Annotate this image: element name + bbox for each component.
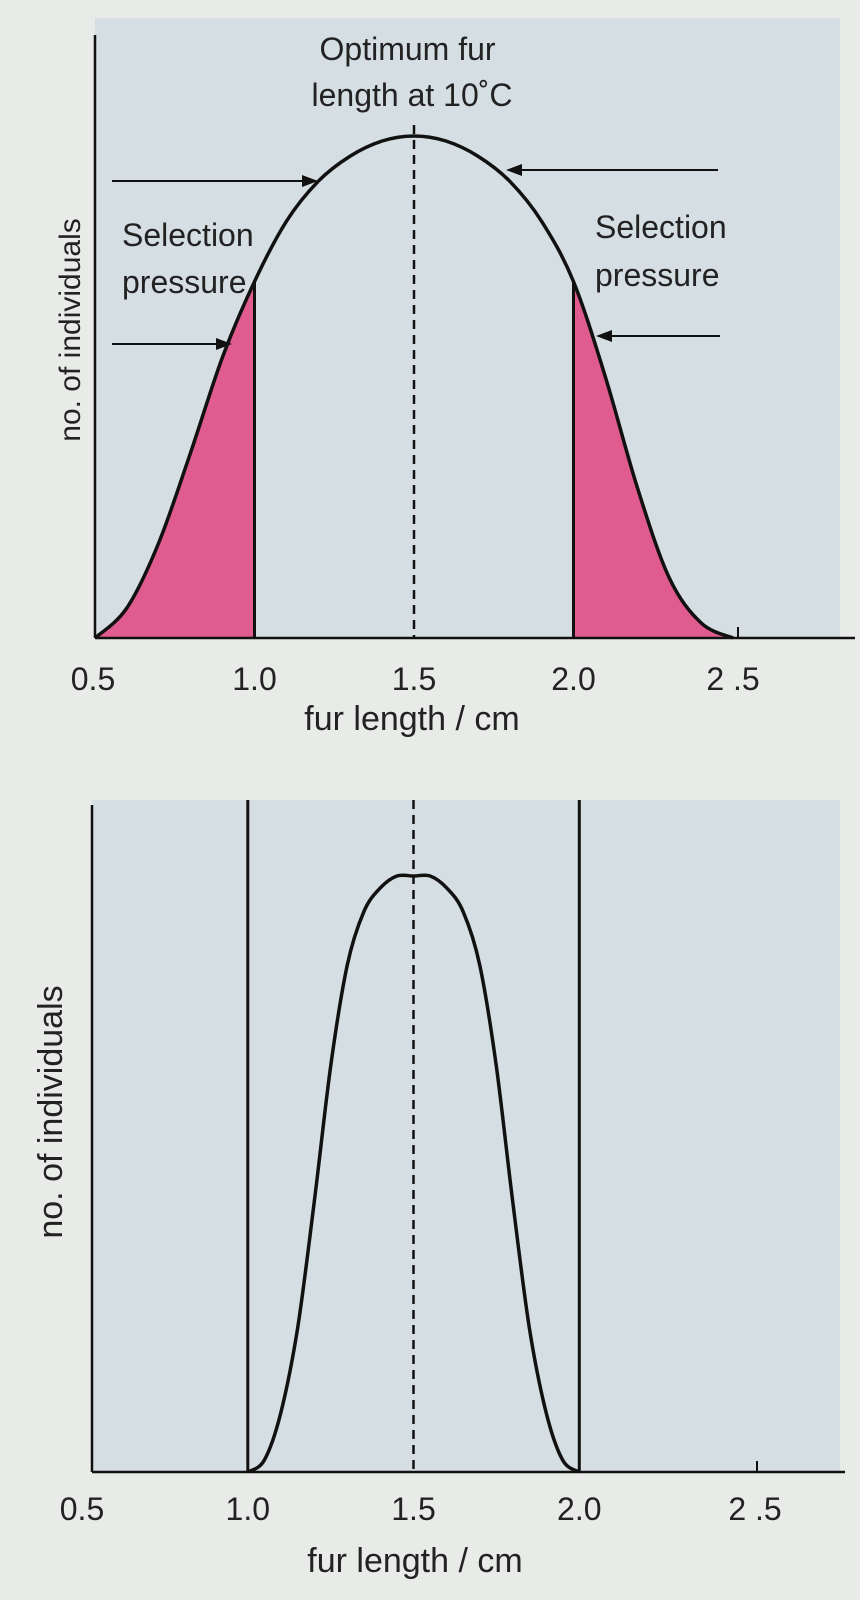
top-tick-label-4: 2 .5 bbox=[706, 661, 759, 697]
bottom-tick-label-3: 2.0 bbox=[557, 1491, 601, 1527]
optimum-annotation-line-2: length at 10˚C bbox=[311, 77, 512, 113]
bottom-tick-label-2: 1.5 bbox=[391, 1491, 435, 1527]
top-tick-label-2: 1.5 bbox=[392, 661, 436, 697]
top-shaded-region-1 bbox=[573, 281, 733, 638]
arrow-upper-left bbox=[112, 175, 318, 187]
arrow-lower-left bbox=[112, 338, 232, 350]
optimum-annotation: Optimum fur length at 10˚C bbox=[311, 31, 512, 113]
selection-pressure-right-line-1: Selection bbox=[595, 209, 727, 245]
arrow-lower-right bbox=[596, 330, 720, 342]
chart-bottom: 0.5 1.0 1.5 2.0 2 .5 fur length / cm no. of … bbox=[32, 800, 845, 1580]
bottom-x-axis-label: fur length / cm bbox=[307, 1542, 522, 1580]
top-distribution-curve bbox=[93, 134, 734, 640]
selection-pressure-left-line-1: Selection bbox=[122, 217, 254, 253]
top-tick-label-0: 0.5 bbox=[71, 661, 115, 697]
bottom-tick-label-0: 0.5 bbox=[60, 1491, 104, 1527]
bottom-vertical-lines bbox=[246, 800, 581, 1472]
optimum-annotation-line-1: Optimum fur bbox=[320, 31, 496, 67]
top-tick-label-3: 2.0 bbox=[551, 661, 595, 697]
top-tick-label-1: 1.0 bbox=[232, 661, 276, 697]
selection-pressure-left: Selection pressure bbox=[122, 217, 263, 300]
top-y-axis-label: no. of individuals bbox=[54, 218, 87, 441]
selection-pressure-right-line-2: pressure bbox=[595, 257, 720, 293]
top-x-tick-labels: 0.5 1.0 1.5 2.0 2 .5 bbox=[71, 661, 760, 697]
bottom-plot-background bbox=[92, 800, 840, 1472]
bottom-x-tick-labels: 0.5 1.0 1.5 2.0 2 .5 bbox=[60, 1491, 782, 1527]
top-x-axis-label: fur length / cm bbox=[304, 700, 519, 738]
selection-pressure-left-line-2: pressure bbox=[122, 264, 247, 300]
chart-top: 0.5 1.0 1.5 2.0 2 .5 fur length / cm no. of … bbox=[54, 18, 855, 738]
bottom-y-axis-label: no. of individuals bbox=[32, 985, 70, 1238]
top-shaded-regions bbox=[95, 281, 733, 638]
selection-pressure-right: Selection pressure bbox=[595, 209, 736, 293]
top-vertical-lines bbox=[253, 125, 575, 638]
top-shaded-region-0 bbox=[95, 281, 255, 638]
arrow-upper-right bbox=[506, 164, 718, 176]
bottom-tick-label-4: 2 .5 bbox=[728, 1491, 781, 1527]
bottom-tick-label-1: 1.0 bbox=[226, 1491, 270, 1527]
